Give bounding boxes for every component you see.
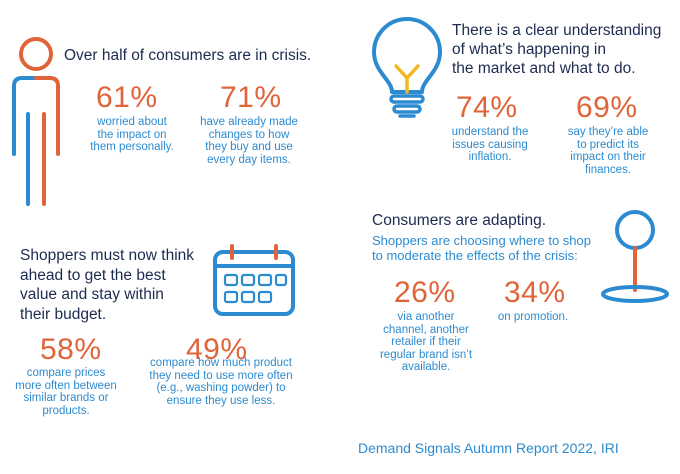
understanding-stat-69-desc: say they’re able to predict its impact o… xyxy=(567,126,649,176)
crisis-stat-61-value: 61% xyxy=(96,81,158,114)
understanding-stat-74-desc: understand the issues causing inflation. xyxy=(451,126,529,163)
person-icon xyxy=(12,37,60,206)
understanding-headline: There is a clear understanding of what’s… xyxy=(452,22,662,77)
shoppers-stat-58-value: 58% xyxy=(40,333,102,366)
understanding-stat-74-value: 74% xyxy=(456,91,518,124)
location-pin-icon xyxy=(601,210,669,303)
shoppers-stat-49-value: 49% xyxy=(186,333,248,366)
shoppers-stat-58-desc: compare prices more often between simila… xyxy=(15,367,117,417)
adapting-stat-34-value: 34% xyxy=(504,276,566,309)
adapting-subheadline: Shoppers are choosing where to shop to m… xyxy=(372,233,591,263)
lightbulb-icon xyxy=(372,17,442,118)
source-citation: Demand Signals Autumn Report 2022, IRI xyxy=(358,440,619,456)
crisis-stat-71-value: 71% xyxy=(220,81,282,114)
adapting-headline: Consumers are adapting. xyxy=(372,212,547,229)
crisis-stat-71-desc: have already made changes to how they bu… xyxy=(200,116,298,166)
adapting-stat-26-desc: via another channel, another retailer if… xyxy=(379,311,473,373)
crisis-stat-61-desc: worried about the impact on them persona… xyxy=(90,116,174,153)
crisis-headline: Over half of consumers are in crisis. xyxy=(64,47,312,64)
shoppers-headline: Shoppers must now think ahead to get the… xyxy=(20,247,195,323)
shoppers-stat-49-desc: compare how much product they need to us… xyxy=(149,357,293,407)
calendar-icon xyxy=(213,244,295,316)
adapting-stat-26-value: 26% xyxy=(394,276,456,309)
adapting-stat-34-desc: on promotion. xyxy=(497,311,569,323)
understanding-stat-69-value: 69% xyxy=(576,91,638,124)
